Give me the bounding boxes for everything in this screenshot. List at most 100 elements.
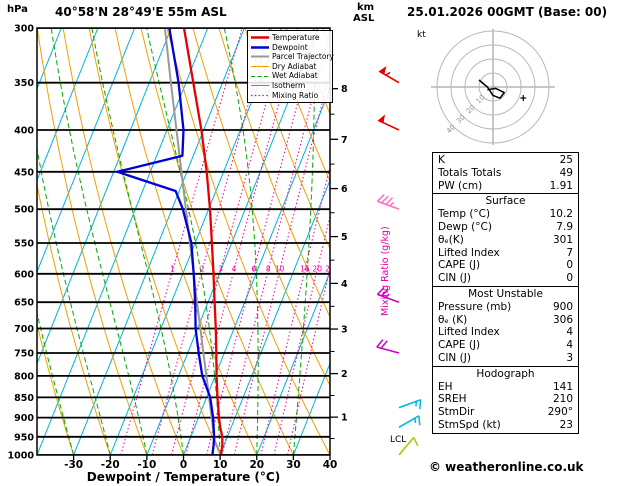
dewpoint-curve: [116, 28, 216, 455]
legend-item: Wet Adiabat: [251, 71, 329, 81]
temp-tick-label: 10: [213, 459, 228, 471]
table-section-header: Surface: [485, 195, 526, 208]
hodograph-ring-label: 20: [465, 103, 477, 115]
table-row: Dewp (°C) 7.9: [433, 221, 578, 234]
table-row: Lifted Index 7: [433, 247, 578, 260]
row-value: 290°: [547, 406, 573, 419]
km-tick-label: 8: [341, 84, 348, 95]
mixing-ratio-value: 20: [312, 265, 322, 274]
table-row: θₑ(K) 301: [433, 234, 578, 247]
table-row: CIN (J) 3: [433, 352, 578, 365]
row-value: 1.91: [549, 179, 573, 192]
lcl-marker: LCL: [390, 435, 406, 445]
table-row: SREH 210: [433, 393, 578, 406]
temp-tick-label: -20: [101, 459, 120, 471]
legend-item: Mixing Ratio: [251, 91, 329, 101]
legend-line-sample: [251, 75, 269, 77]
table-section: Surface Temp (°C) 10.2 Dewp (°C) 7.9 θₑ(K) 301…: [433, 193, 578, 286]
table-row: CIN (J) 0: [433, 272, 578, 285]
temp-tick-label: 20: [249, 459, 264, 471]
lcl-label: LCL: [390, 435, 406, 445]
legend: Temperature Dewpoint Parcel Trajectory Dry …: [247, 30, 334, 104]
km-tick-label: 1: [341, 413, 348, 424]
row-value: 301: [552, 233, 573, 246]
legend-line-sample: [251, 94, 269, 96]
km-axis-unit-line1: km: [357, 2, 375, 13]
temp-tick-label: 40: [323, 459, 338, 471]
mixing-ratio-value: 10: [275, 265, 285, 274]
row-value: 23: [559, 418, 573, 431]
row-value: 210: [552, 393, 573, 406]
km-tick-label: 6: [341, 184, 348, 195]
wind-barb: [378, 66, 400, 84]
legend-item-label: Mixing Ratio: [272, 90, 319, 100]
pressure-tick-label: 750: [14, 348, 34, 359]
row-value: 7: [566, 246, 573, 259]
row-label: K: [438, 154, 445, 166]
row-label: θₑ(K): [438, 233, 464, 246]
table-row: EH 141: [433, 381, 578, 394]
legend-item-label: Dry Adiabat: [272, 61, 317, 71]
footer-credit: © weatheronline.co.uk: [429, 460, 584, 474]
row-value: 10.2: [549, 208, 573, 221]
row-label: EH: [438, 380, 453, 393]
legend-line-sample: [251, 36, 269, 40]
row-label: Lifted Index: [438, 246, 500, 259]
temp-tick-label: -30: [64, 459, 83, 471]
wind-barb-column: [376, 66, 422, 456]
wind-barb: [398, 436, 419, 456]
pressure-tick-label: 300: [14, 24, 34, 35]
legend-item-label: Isotherm: [272, 80, 306, 90]
row-label: CIN (J): [438, 351, 471, 364]
row-label: CIN (J): [438, 272, 471, 285]
mixing-ratio-value: 1: [170, 265, 175, 274]
row-label: PW (cm): [438, 179, 483, 192]
legend-item: Dry Adiabat: [251, 62, 329, 72]
table-section: K 25 Totals Totals 49 PW (cm) 1.91: [433, 153, 578, 193]
table-row: Temp (°C) 10.2: [433, 208, 578, 221]
pressure-tick-label: 650: [14, 298, 34, 309]
hodograph-ring: [478, 72, 508, 102]
pressure-tick-label: 800: [14, 371, 34, 382]
row-label: StmDir: [438, 406, 475, 419]
table-row: PW (cm) 1.91: [433, 180, 578, 193]
temperature-curve: [182, 28, 224, 455]
pressure-tick-label: 950: [14, 432, 34, 443]
legend-item: Isotherm: [251, 81, 329, 91]
pressure-tick-label: 450: [14, 167, 34, 178]
plot-area: 1 2 3 4 6 8 10 16 20 25: [37, 28, 330, 455]
table-row: CAPE (J) 0: [433, 259, 578, 272]
table-section-header: Hodograph: [476, 367, 535, 380]
row-value: 141: [552, 380, 573, 393]
row-value: 25: [559, 154, 573, 166]
legend-item-label: Parcel Trajectory: [272, 52, 334, 62]
table-row: Pressure (mb) 900: [433, 301, 578, 314]
temp-tick-label: 30: [286, 459, 301, 471]
table-row: Lifted Index 4: [433, 326, 578, 339]
indices-table: K 25 Totals Totals 49 PW (cm) 1.91 Surface Temp…: [432, 152, 579, 434]
hodograph-ring-label: 40: [445, 123, 457, 135]
table-row: K 25: [433, 154, 578, 167]
table-row: StmDir 290°: [433, 406, 578, 419]
mixing-ratio-value: 3: [218, 265, 223, 274]
table-row: StmSpd (kt) 23: [433, 419, 578, 432]
table-section: Most Unstable Pressure (mb) 900 θₑ (K) 306 Li…: [433, 285, 578, 366]
table-section: Hodograph EH 141 SREH 210 StmDir 290° StmSpd (k…: [433, 365, 578, 433]
row-value: 7.9: [556, 220, 573, 233]
row-value: 4: [566, 326, 573, 339]
pressure-axis-unit: hPa: [7, 4, 28, 15]
row-value: 0: [566, 272, 573, 285]
date-title: 25.01.2026 00GMT (Base: 00): [407, 5, 608, 19]
hodograph-ring: [436, 30, 550, 144]
row-label: Pressure (mb): [438, 300, 512, 313]
pressure-tick-label: 550: [14, 238, 34, 249]
row-label: CAPE (J): [438, 259, 481, 272]
table-section-header: Most Unstable: [468, 287, 543, 300]
table-row: Totals Totals 49: [433, 167, 578, 180]
row-value: 3: [566, 351, 573, 364]
row-label: StmSpd (kt): [438, 418, 501, 431]
legend-line-sample: [251, 85, 269, 87]
wind-barb: [377, 114, 400, 131]
pressure-tick-label: 1000: [8, 451, 35, 462]
